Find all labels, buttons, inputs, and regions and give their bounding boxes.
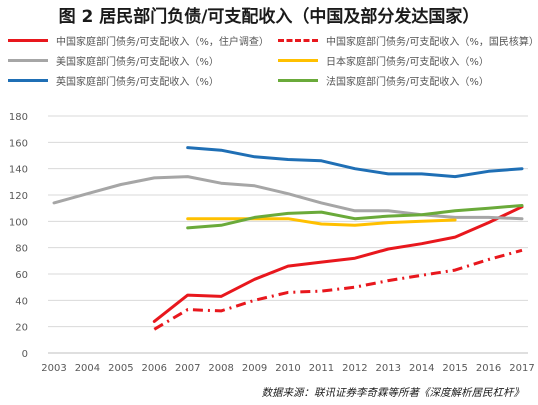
legend-item-china-pbc: 中国家庭部门债务/可支配收入（%，国民核算） bbox=[278, 32, 538, 48]
x-tick-label: 2007 bbox=[175, 363, 200, 374]
x-tick-label: 2013 bbox=[376, 363, 401, 374]
legend-label-usa: 美国家庭部门债务/可支配收入（%） bbox=[56, 56, 219, 68]
legend-label-china-pbc: 中国家庭部门债务/可支配收入（%，国民核算） bbox=[326, 36, 538, 48]
y-tick-label: 140 bbox=[9, 165, 28, 176]
y-tick-label: 180 bbox=[9, 112, 28, 123]
y-tick-label: 80 bbox=[15, 244, 28, 255]
legend-item-uk: 英国家庭部门债务/可支配收入（%） bbox=[8, 72, 219, 88]
legend-swatch-uk bbox=[8, 78, 48, 82]
legend-label-uk: 英国家庭部门债务/可支配收入（%） bbox=[56, 76, 219, 88]
legend-item-france: 法国家庭部门债务/可支配收入（%） bbox=[278, 72, 489, 88]
series-line-japan bbox=[186, 217, 457, 227]
x-tick-label: 2012 bbox=[342, 363, 367, 374]
series-line-china-pbc bbox=[153, 248, 523, 331]
x-tick-label: 2016 bbox=[476, 363, 501, 374]
x-tick-label: 2017 bbox=[509, 363, 534, 374]
x-tick-label: 2014 bbox=[409, 363, 434, 374]
y-tick-label: 60 bbox=[15, 270, 28, 281]
source-note: 数据来源：联讯证券李奇霖等所著《深度解析居民杠杆》 bbox=[261, 387, 525, 399]
legend-item-china-household: 中国家庭部门债务/可支配收入（%，住户调查） bbox=[8, 32, 269, 48]
series-line-usa bbox=[52, 175, 524, 221]
x-tick-label: 2006 bbox=[142, 363, 167, 374]
chart-title: 图 2 居民部门负债/可支配收入（中国及部分发达国家） bbox=[58, 7, 480, 27]
legend-swatch-china-pbc bbox=[278, 38, 318, 42]
y-tick-label: 120 bbox=[9, 191, 28, 202]
legend-swatch-china-household bbox=[8, 38, 48, 42]
x-axis: 2003 2004 2005 2006 2007 2008 2009 2010 2011 2012… bbox=[41, 363, 534, 374]
legend-swatch-france bbox=[278, 78, 318, 82]
legend-item-japan: 日本家庭部门债务/可支配收入（%） bbox=[278, 52, 489, 68]
legend-label-japan: 日本家庭部门债务/可支配收入（%） bbox=[326, 56, 489, 68]
y-tick-label: 40 bbox=[15, 296, 28, 307]
series-line-uk bbox=[186, 146, 524, 179]
x-tick-label: 2005 bbox=[108, 363, 133, 374]
legend-swatch-usa bbox=[8, 58, 48, 62]
gridlines bbox=[48, 115, 528, 354]
x-tick-label: 2004 bbox=[75, 363, 100, 374]
y-tick-label: 20 bbox=[15, 323, 28, 334]
x-tick-label: 2003 bbox=[41, 363, 66, 374]
legend-swatch-japan bbox=[278, 58, 318, 62]
series-line-france bbox=[186, 204, 524, 230]
legend-item-usa: 美国家庭部门债务/可支配收入（%） bbox=[8, 52, 219, 68]
y-tick-label: 100 bbox=[9, 217, 28, 228]
series-lines bbox=[52, 146, 524, 331]
y-tick-label: 0 bbox=[22, 349, 28, 360]
x-tick-label: 2008 bbox=[208, 363, 233, 374]
y-tick-label: 160 bbox=[9, 138, 28, 149]
x-tick-label: 2011 bbox=[309, 363, 334, 374]
y-axis: 0 20 40 60 80 100 120 140 160 180 bbox=[9, 112, 28, 360]
legend-label-china-household: 中国家庭部门债务/可支配收入（%，住户调查） bbox=[56, 36, 269, 48]
x-tick-label: 2010 bbox=[275, 363, 300, 374]
series-line-china-household bbox=[152, 205, 524, 323]
x-tick-label: 2015 bbox=[442, 363, 467, 374]
x-tick-label: 2009 bbox=[242, 363, 267, 374]
legend: 中国家庭部门债务/可支配收入（%，住户调查） 中国家庭部门债务/可支配收入（%，… bbox=[0, 0, 538, 110]
legend-label-france: 法国家庭部门债务/可支配收入（%） bbox=[326, 76, 489, 88]
